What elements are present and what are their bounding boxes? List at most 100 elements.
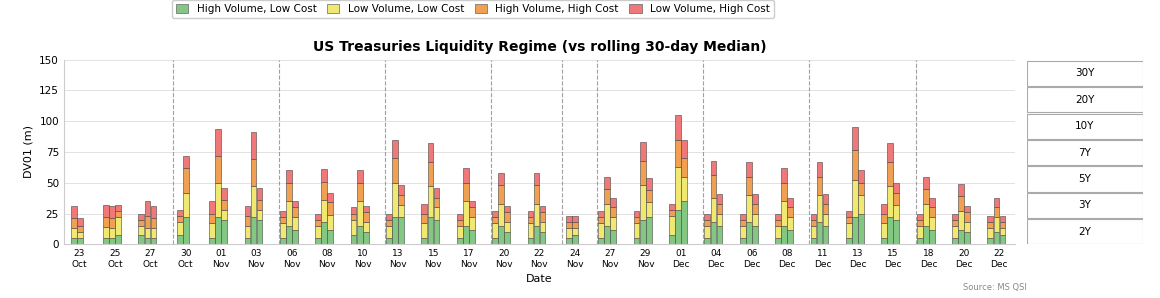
Bar [499, 173, 505, 185]
FancyBboxPatch shape [1027, 87, 1143, 112]
Bar [851, 127, 857, 150]
Bar [505, 206, 510, 212]
Bar [109, 206, 115, 218]
Bar [492, 211, 498, 217]
Bar [746, 177, 752, 195]
Bar [711, 176, 716, 198]
Bar [428, 217, 434, 244]
Bar [752, 204, 757, 214]
Bar [882, 214, 887, 224]
Bar [350, 235, 356, 244]
Bar [740, 220, 746, 226]
Bar [71, 206, 77, 218]
Bar [145, 216, 151, 228]
Bar [893, 220, 899, 244]
Bar [499, 226, 505, 244]
Bar [363, 206, 369, 212]
Bar [740, 238, 746, 244]
Bar [922, 189, 928, 204]
Bar [929, 198, 935, 207]
Bar [151, 206, 157, 218]
Bar [245, 238, 251, 244]
Bar [717, 226, 723, 244]
Bar [604, 177, 610, 189]
Bar [176, 216, 182, 222]
Bar [316, 214, 321, 220]
Bar [505, 222, 510, 232]
Bar [115, 235, 121, 244]
Bar [77, 238, 82, 244]
Bar [71, 238, 77, 244]
Bar [176, 235, 182, 244]
Bar [893, 205, 899, 220]
Bar [646, 217, 652, 244]
Bar [287, 226, 292, 244]
Bar [811, 214, 817, 220]
Bar [292, 201, 298, 207]
Bar [463, 183, 469, 201]
Text: 5Y: 5Y [1078, 174, 1092, 184]
Bar [782, 201, 786, 226]
Bar [952, 226, 958, 238]
Bar [817, 162, 822, 177]
Bar [964, 206, 970, 212]
Bar [817, 177, 822, 195]
Bar [822, 226, 828, 244]
Bar [457, 214, 463, 220]
Bar [811, 238, 817, 244]
Bar [817, 195, 822, 222]
Bar [421, 224, 427, 238]
Bar [115, 217, 121, 235]
Bar [251, 217, 256, 244]
Bar [1000, 222, 1006, 228]
Bar [539, 212, 545, 222]
Bar [209, 238, 215, 244]
Bar [292, 217, 298, 229]
Bar [176, 222, 182, 235]
Bar [321, 169, 327, 181]
Bar [539, 222, 545, 232]
Bar [469, 217, 474, 229]
Bar [704, 238, 710, 244]
Bar [327, 202, 333, 215]
Bar [858, 170, 864, 183]
FancyBboxPatch shape [1027, 61, 1143, 86]
Bar [740, 214, 746, 220]
Bar [599, 238, 604, 244]
Bar [993, 198, 999, 207]
Bar [183, 168, 189, 193]
Bar [109, 228, 115, 238]
Bar [929, 229, 935, 244]
Bar [987, 228, 993, 238]
Bar [893, 193, 899, 205]
Bar [640, 185, 645, 220]
Text: 10Y: 10Y [1075, 121, 1094, 131]
Bar [183, 193, 189, 217]
Bar [528, 217, 534, 224]
Bar [398, 195, 404, 205]
Bar [846, 211, 851, 217]
Bar [469, 229, 474, 244]
Bar [675, 167, 681, 210]
Bar [882, 224, 887, 238]
Bar [822, 204, 828, 214]
Bar [572, 216, 578, 222]
Bar [572, 228, 578, 235]
Bar [77, 218, 82, 226]
Bar [646, 202, 652, 217]
Bar [633, 238, 639, 244]
Bar [958, 196, 964, 211]
Bar [386, 214, 392, 220]
Bar [492, 238, 498, 244]
Bar [392, 183, 398, 217]
Bar [103, 205, 109, 217]
Bar [711, 161, 716, 176]
Bar [209, 224, 215, 238]
Bar [887, 217, 893, 244]
Bar [993, 217, 999, 232]
Bar [717, 204, 723, 214]
Bar [952, 214, 958, 220]
Bar [292, 207, 298, 217]
Bar [539, 232, 545, 244]
Bar [993, 207, 999, 217]
